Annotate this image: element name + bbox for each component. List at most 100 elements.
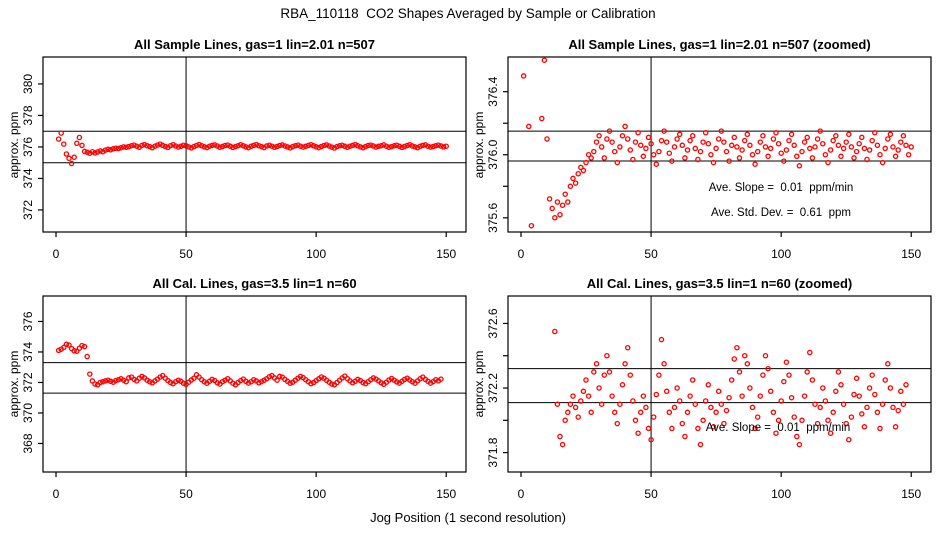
data-point: [778, 398, 784, 404]
x-tick-label: 0: [518, 487, 525, 501]
y-tick-label: 374: [21, 168, 35, 188]
data-point: [705, 140, 712, 147]
data-point: [79, 142, 85, 149]
data-point: [68, 160, 75, 167]
data-point: [248, 143, 254, 150]
data-point: [300, 144, 306, 150]
data-point: [892, 424, 899, 430]
y-axis-label: approx. ppm: [472, 350, 486, 418]
data-point: [734, 344, 740, 351]
data-point: [378, 142, 384, 149]
data-point: [559, 441, 566, 448]
data-point: [526, 123, 532, 130]
data-point: [412, 144, 418, 150]
data-point: [537, 255, 541, 259]
data-point: [736, 155, 743, 161]
data-point: [864, 404, 870, 411]
data-point: [185, 144, 192, 150]
data-point: [874, 409, 881, 416]
figure-title: RBA_110118 CO2 Shapes Averaged by Sample…: [280, 6, 656, 21]
data-point: [791, 414, 797, 420]
data-point: [775, 140, 782, 147]
data-point: [637, 409, 644, 416]
data-point: [640, 153, 647, 160]
data-point: [383, 143, 390, 149]
data-point: [752, 425, 758, 432]
data-point: [545, 28, 549, 32]
data-point: [630, 398, 636, 404]
panel-border: [42, 56, 467, 233]
data-point: [835, 369, 842, 375]
data-point: [695, 156, 701, 163]
data-point: [575, 414, 581, 420]
data-point: [739, 147, 745, 153]
data-point: [861, 145, 868, 152]
y-tick-label: 372.6: [486, 308, 500, 338]
data-point: [760, 133, 766, 139]
data-point: [661, 128, 667, 134]
data-point: [731, 134, 738, 141]
data-point: [689, 377, 696, 383]
data-point: [404, 142, 410, 149]
data-point: [728, 142, 735, 149]
data-point: [840, 401, 847, 407]
data-point: [417, 143, 423, 150]
data-point: [105, 146, 111, 153]
data-point: [822, 151, 829, 158]
data-point: [715, 388, 722, 395]
data-point: [191, 375, 197, 381]
data-point: [892, 153, 899, 160]
data-point: [276, 142, 283, 149]
data-point: [352, 141, 358, 148]
data-point: [433, 376, 439, 383]
data-point: [279, 142, 286, 148]
data-point: [323, 142, 330, 148]
y-tick-label: 376: [21, 137, 35, 157]
data-point: [619, 133, 626, 139]
data-point: [627, 372, 634, 378]
data-point: [765, 365, 771, 372]
data-point: [908, 144, 914, 150]
data-point: [747, 385, 753, 391]
data-point: [736, 369, 743, 375]
x-tick-label: 50: [644, 487, 658, 501]
data-point: [614, 420, 621, 427]
data-point: [744, 361, 751, 367]
data-point: [321, 142, 327, 149]
data-point: [851, 391, 857, 398]
data-point: [227, 143, 234, 150]
y-tick-label: 372: [21, 372, 35, 392]
data-point: [650, 151, 657, 158]
data-point: [895, 147, 901, 153]
data-point: [807, 145, 813, 152]
y-tick-label: 368: [21, 433, 35, 453]
data-point: [632, 139, 639, 145]
data-point: [671, 144, 678, 150]
data-point: [864, 156, 870, 163]
data-point: [87, 371, 93, 377]
data-point: [396, 143, 403, 150]
panel-title-cal: All Cal. Lines, gas=3.5 lin=1 n=60: [152, 276, 357, 291]
data-point: [159, 142, 166, 149]
data-point: [282, 143, 288, 149]
data-point: [74, 140, 80, 147]
data-point: [609, 393, 615, 399]
data-point: [723, 148, 730, 155]
annotation-ave-slope-cal: Ave. Slope = 0.01 ppm/min: [705, 422, 851, 434]
data-point: [843, 139, 849, 145]
data-point: [614, 159, 621, 166]
data-point: [833, 133, 839, 139]
y-tick-label: 370: [21, 403, 35, 423]
data-point: [196, 141, 202, 148]
x-tick-label: 100: [306, 247, 326, 261]
data-point: [360, 379, 366, 386]
data-point: [645, 134, 652, 141]
x-tick-label: 100: [771, 247, 791, 261]
data-point: [84, 149, 90, 156]
data-point: [905, 151, 912, 158]
data-point: [102, 378, 109, 384]
data-point: [879, 401, 886, 407]
data-point: [783, 359, 790, 365]
data-point: [689, 133, 696, 139]
data-point: [55, 136, 62, 142]
